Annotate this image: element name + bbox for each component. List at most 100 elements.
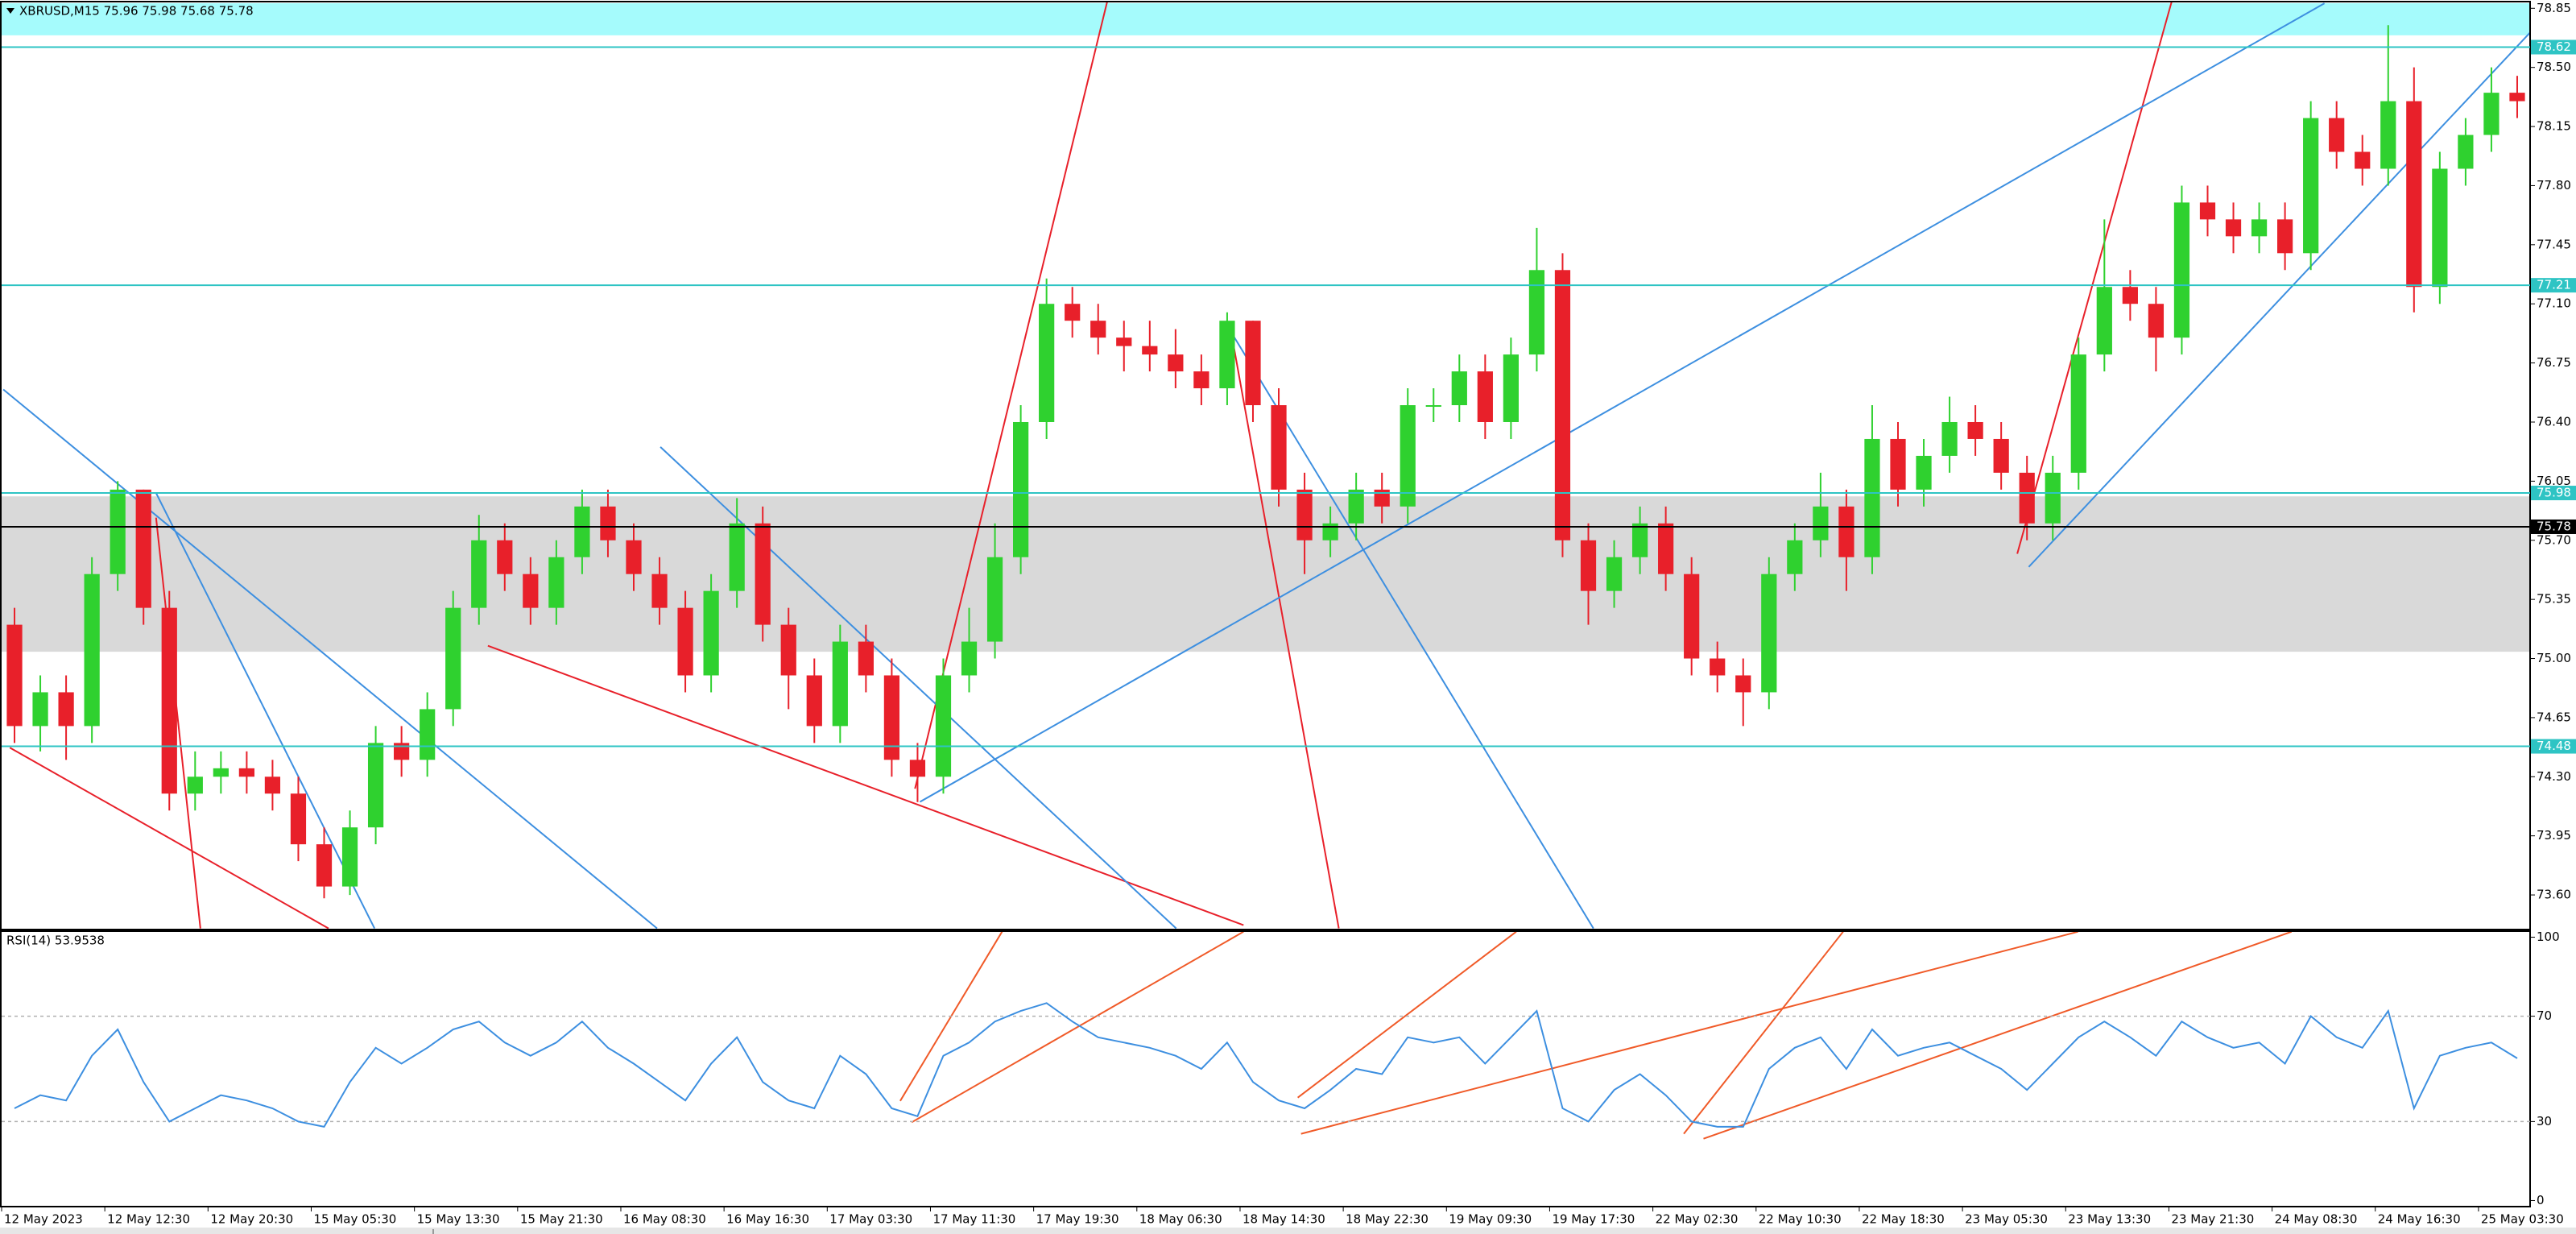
candle-body	[1219, 321, 1235, 389]
candle-body	[858, 641, 874, 676]
rsi-title: RSI(14) 53.9538	[6, 934, 105, 948]
candle-body	[1451, 371, 1467, 406]
x-tick-label: 17 May 19:30	[1036, 1212, 1119, 1227]
candle-body	[780, 624, 796, 676]
trendline	[915, 2, 1107, 789]
trendline	[2017, 2, 2172, 553]
candle-body	[2380, 101, 2396, 169]
candle-body	[1528, 270, 1545, 355]
candle-body	[1580, 540, 1597, 591]
x-tick-label: 18 May 22:30	[1346, 1212, 1429, 1227]
chart-title: XBRUSD,M15 75.96 75.98 75.68 75.78	[19, 4, 254, 19]
trendline	[156, 493, 374, 929]
candle-body	[1400, 405, 1416, 507]
candle-body	[1813, 506, 1829, 540]
x-tick-label: 17 May 11:30	[932, 1212, 1015, 1227]
x-tick-label: 25 May 03:30	[2481, 1212, 2564, 1227]
price-label-box	[2531, 739, 2576, 754]
y-tick-label: 100	[2537, 930, 2560, 944]
x-tick-label: 12 May 12:30	[107, 1212, 190, 1227]
candle-body	[1993, 438, 2009, 473]
rsi-pane-frame	[0, 930, 2531, 1207]
candle-body	[187, 776, 203, 794]
x-tick-label: 23 May 21:30	[2171, 1212, 2254, 1227]
candle-body	[32, 692, 48, 727]
collapse-arrow[interactable]	[6, 8, 14, 14]
x-tick-label: 15 May 13:30	[417, 1212, 500, 1227]
y-tick-label: 74.30	[2537, 769, 2571, 784]
y-tick-label: 73.95	[2537, 828, 2571, 843]
price-label: 74.48	[2537, 739, 2571, 753]
candle-body	[2019, 472, 2035, 524]
x-tick-label: 12 May 20:30	[210, 1212, 293, 1227]
candle-body	[2173, 202, 2190, 338]
candle-body	[2329, 118, 2345, 152]
candle-body	[394, 743, 410, 760]
candle-body	[2277, 219, 2293, 254]
candle-body	[1735, 675, 1751, 693]
candle-body	[2483, 93, 2500, 135]
y-tick-label: 75.00	[2537, 651, 2571, 665]
y-tick-label: 30	[2537, 1114, 2552, 1128]
candle-body	[2355, 151, 2371, 169]
candle-body	[1168, 354, 1184, 372]
x-tick-label: 24 May 16:30	[2378, 1212, 2461, 1227]
candle-body	[1374, 489, 1390, 507]
candle-body	[1941, 421, 1958, 456]
candle-body	[703, 590, 719, 676]
zone	[2, 3, 2530, 35]
rsi-trendline	[1703, 932, 2291, 1139]
candle-body	[1245, 321, 1261, 406]
price-label: 78.62	[2537, 39, 2571, 54]
candle-body	[2045, 472, 2061, 524]
x-tick-label: 16 May 16:30	[726, 1212, 809, 1227]
trendline	[156, 518, 201, 929]
candle-body	[2070, 354, 2086, 473]
candle-body	[6, 624, 23, 727]
candle-body	[1090, 321, 1106, 338]
candle-body	[238, 768, 254, 777]
trendlines	[3, 2, 2530, 1139]
rsi-line	[14, 1002, 2518, 1128]
candle-body	[1142, 346, 1158, 355]
candle-body	[2225, 219, 2242, 237]
candle-body	[1322, 523, 1338, 540]
candle-body	[290, 793, 307, 845]
price-label: 77.21	[2537, 278, 2571, 292]
trendline	[1232, 333, 1594, 928]
candle-body	[935, 675, 952, 777]
candle-body	[651, 574, 668, 608]
candle-body	[161, 607, 177, 794]
candle-body	[2406, 101, 2422, 288]
trendline	[920, 3, 2324, 801]
candle-body	[574, 506, 590, 557]
candle-body	[1658, 523, 1674, 574]
price-label-box	[2531, 519, 2576, 534]
candle-body	[1013, 421, 1029, 557]
candle-body	[548, 557, 564, 608]
x-tick-label: 22 May 02:30	[1656, 1212, 1739, 1227]
price-label-box	[2531, 278, 2576, 293]
candle-body	[264, 776, 281, 794]
candle-body	[213, 768, 229, 777]
candle-body	[84, 574, 100, 727]
candle-body	[909, 760, 926, 777]
candle-body	[1039, 304, 1055, 422]
candle-body	[1916, 455, 1932, 490]
candle-body	[341, 827, 358, 887]
candle-body	[58, 692, 74, 727]
candle-body	[626, 540, 642, 574]
candle-body	[2458, 135, 2474, 169]
x-tick-label: 23 May 13:30	[2068, 1212, 2151, 1227]
candle-body	[2509, 93, 2525, 101]
price-label: 75.98	[2537, 486, 2571, 500]
price-label-box	[2531, 486, 2576, 501]
candle-body	[1477, 371, 1493, 422]
rsi-trendline	[1301, 932, 2078, 1134]
candle-body	[729, 523, 745, 591]
y-tick-label: 76.05	[2537, 474, 2571, 488]
candle-body	[986, 557, 1003, 642]
candle-body	[755, 523, 771, 625]
y-tick-label: 77.80	[2537, 178, 2571, 193]
